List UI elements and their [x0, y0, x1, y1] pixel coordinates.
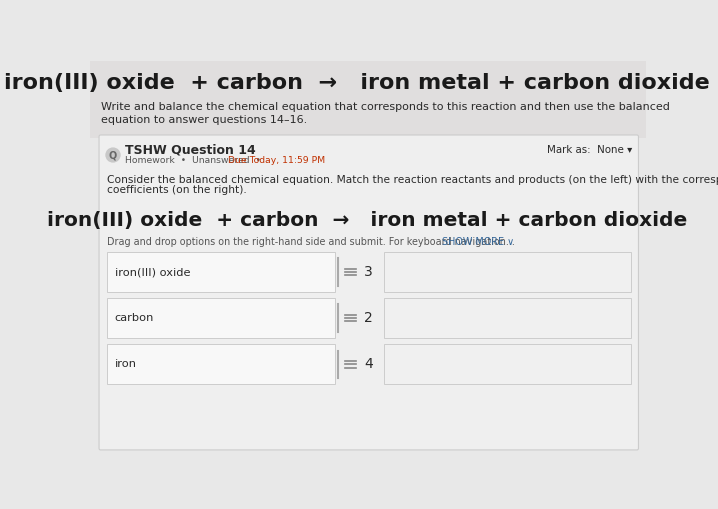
Text: Homework  •  Unanswered  •: Homework • Unanswered •: [126, 156, 267, 165]
FancyBboxPatch shape: [384, 345, 630, 384]
FancyBboxPatch shape: [107, 345, 335, 384]
FancyBboxPatch shape: [107, 298, 335, 338]
Text: Drag and drop options on the right-hand side and submit. For keyboard navigation: Drag and drop options on the right-hand …: [107, 237, 521, 247]
Text: 3: 3: [364, 265, 373, 279]
FancyBboxPatch shape: [107, 252, 335, 292]
Text: Mark as:  None ▾: Mark as: None ▾: [547, 146, 633, 155]
Text: 4: 4: [364, 357, 373, 372]
FancyBboxPatch shape: [384, 252, 630, 292]
Text: iron(III) oxide: iron(III) oxide: [115, 267, 190, 277]
Text: Write and balance the chemical equation that corresponds to this reaction and th: Write and balance the chemical equation …: [101, 102, 669, 112]
Text: iron: iron: [115, 359, 136, 370]
Text: iron(III) oxide  + carbon  →   iron metal + carbon dioxide: iron(III) oxide + carbon → iron metal + …: [47, 211, 687, 230]
Text: Due Today, 11:59 PM: Due Today, 11:59 PM: [228, 156, 325, 165]
Text: coefficients (on the right).: coefficients (on the right).: [107, 185, 246, 194]
Text: equation to answer questions 14–16.: equation to answer questions 14–16.: [101, 115, 307, 125]
Text: iron(III) oxide  + carbon  →   iron metal + carbon dioxide: iron(III) oxide + carbon → iron metal + …: [4, 73, 710, 93]
FancyBboxPatch shape: [384, 298, 630, 338]
FancyBboxPatch shape: [99, 135, 638, 450]
Text: SHOW MORE ∨: SHOW MORE ∨: [442, 237, 515, 247]
Text: carbon: carbon: [115, 313, 154, 323]
Text: Consider the balanced chemical equation. Match the reaction reactants and produc: Consider the balanced chemical equation.…: [107, 175, 718, 185]
Text: 2: 2: [364, 312, 373, 325]
Text: TSHW Question 14: TSHW Question 14: [126, 144, 256, 157]
Text: Q: Q: [109, 150, 117, 160]
Bar: [90, 61, 646, 138]
Circle shape: [106, 148, 120, 162]
